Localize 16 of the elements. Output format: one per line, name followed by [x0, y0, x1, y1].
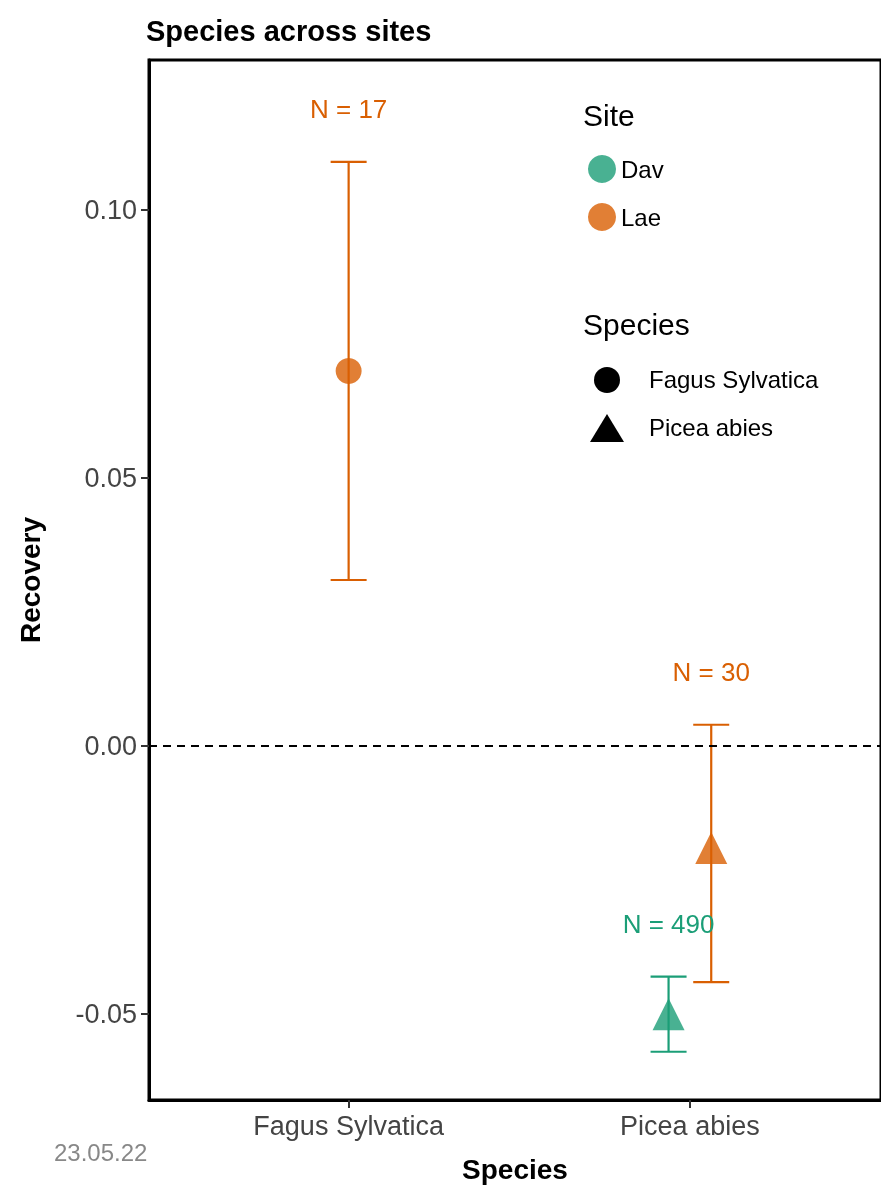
y-axis-title: Recovery: [14, 516, 46, 644]
y-tick-label: 0.10: [84, 195, 137, 226]
y-tick-label: 0.00: [84, 731, 137, 762]
y-tick-label: -0.05: [75, 999, 137, 1030]
text: Species: [462, 1153, 568, 1185]
legend-label: Dav: [621, 155, 664, 183]
x-axis-title: Species: [583, 308, 691, 342]
category-label: Picea abies: [649, 414, 774, 441]
legend-label: Lae: [621, 203, 662, 231]
annotation: N = 17: [309, 93, 388, 124]
legend-title: Site: [583, 98, 635, 132]
category-label: Fagus Sylvatica: [649, 366, 819, 393]
text: 23.05.22: [54, 1138, 148, 1166]
y-tick-label: 0.05: [84, 463, 137, 494]
chart-title: Species across sites: [146, 14, 432, 47]
annotation: N = 30: [672, 656, 750, 687]
